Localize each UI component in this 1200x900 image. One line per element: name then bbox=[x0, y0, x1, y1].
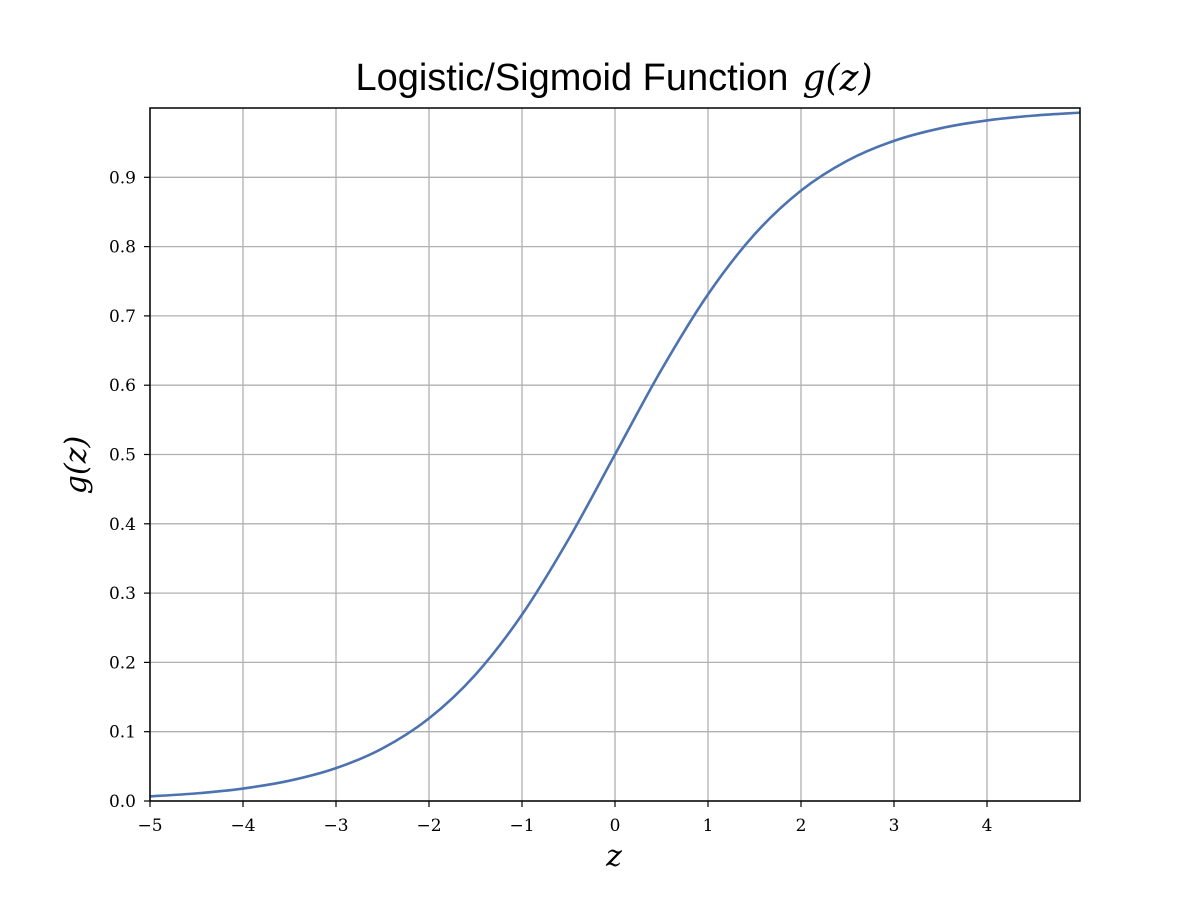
chart-title: Logistic/Sigmoid Function g(z) bbox=[355, 57, 872, 99]
y-tick-label: 0.7 bbox=[109, 307, 136, 327]
x-tick-label: 0 bbox=[610, 816, 621, 836]
y-tick-label: 0.5 bbox=[109, 446, 136, 466]
chart-title-math: g(z) bbox=[802, 58, 872, 99]
x-tick-label: −5 bbox=[137, 816, 162, 836]
y-tick-label: 0.0 bbox=[109, 792, 136, 812]
x-tick-label: −2 bbox=[416, 816, 441, 836]
y-tick-label: 0.8 bbox=[109, 238, 136, 258]
x-tick-label: 2 bbox=[796, 816, 807, 836]
x-tick-label: −3 bbox=[323, 816, 348, 836]
y-tick-label: 0.6 bbox=[109, 376, 136, 396]
x-axis-label: z bbox=[605, 839, 622, 874]
y-tick-label: 0.3 bbox=[109, 584, 136, 604]
sigmoid-curve bbox=[149, 111, 1081, 798]
x-tick-label: 3 bbox=[889, 816, 900, 836]
y-axis-label: g(z) bbox=[59, 436, 94, 494]
chart-title-text: Logistic/Sigmoid Function bbox=[355, 57, 788, 99]
y-tick-label: 0.1 bbox=[109, 723, 136, 743]
x-tick-label: −1 bbox=[509, 816, 534, 836]
y-tick-label: 0.2 bbox=[109, 653, 136, 673]
x-tick-label: −4 bbox=[230, 816, 255, 836]
y-tick-label: 0.9 bbox=[109, 168, 136, 188]
x-tick-label: 1 bbox=[703, 816, 714, 836]
x-axis-ticks: −5 −4 −3 −2 −1 0 1 2 3 4 bbox=[137, 801, 992, 836]
x-tick-label: 4 bbox=[982, 816, 993, 836]
y-tick-label: 0.4 bbox=[109, 515, 136, 535]
y-axis-ticks: 0.0 0.1 0.2 0.3 0.4 0.5 0.6 0.7 0.8 0.9 bbox=[109, 168, 150, 812]
